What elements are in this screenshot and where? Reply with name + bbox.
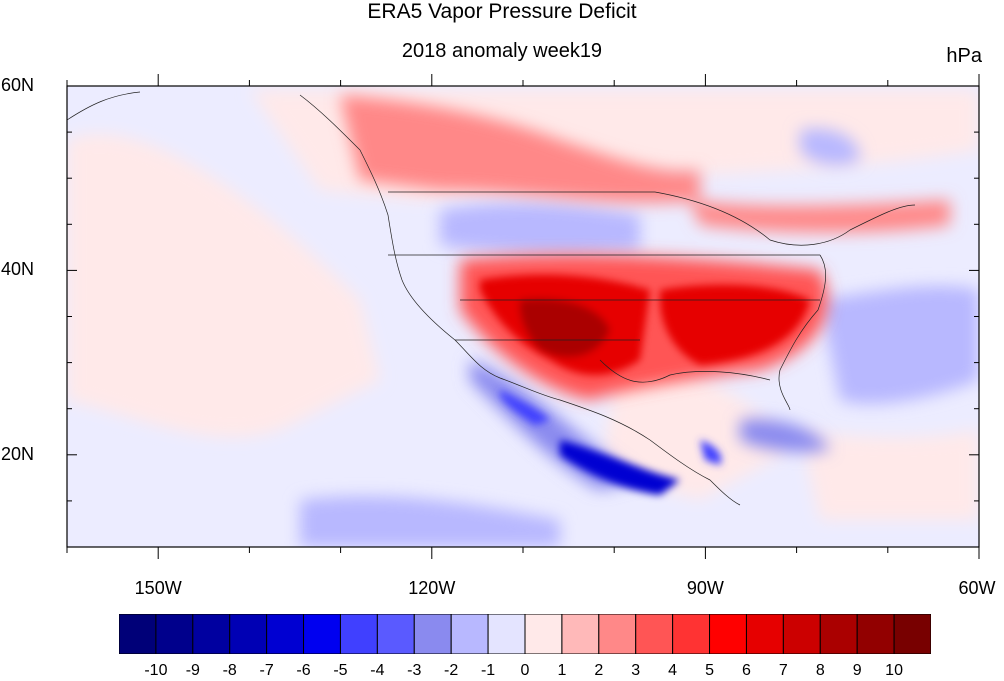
colorbar-label: 5 bbox=[705, 662, 714, 679]
colorbar-label: 0 bbox=[520, 662, 530, 679]
colorbar-label: 7 bbox=[778, 662, 788, 679]
colorbar-swatch bbox=[229, 614, 268, 654]
colorbar-swatch bbox=[819, 614, 858, 654]
colorbar-swatch bbox=[635, 614, 674, 654]
anomaly-field bbox=[67, 86, 979, 547]
colorbar-swatch bbox=[856, 614, 895, 654]
colorbar-label: 1 bbox=[557, 662, 567, 679]
colorbar-label: -2 bbox=[444, 662, 459, 679]
colorbar-swatch bbox=[155, 614, 194, 654]
lon-tick-label: 90W bbox=[686, 578, 724, 598]
colorbar-swatch bbox=[524, 614, 563, 654]
colorbar-swatch bbox=[450, 614, 489, 654]
colorbar-swatch bbox=[192, 614, 231, 654]
lat-tick-label: 40N bbox=[1, 259, 35, 280]
colorbar-label: -4 bbox=[370, 662, 385, 679]
colorbar-label: 6 bbox=[742, 662, 751, 679]
colorbar-swatch bbox=[413, 614, 452, 654]
colorbar-label: -1 bbox=[480, 662, 496, 679]
colorbar-swatch bbox=[561, 614, 600, 654]
lat-tick-label: 20N bbox=[1, 443, 35, 464]
colorbar-label: -3 bbox=[407, 662, 422, 679]
colorbar-swatch bbox=[893, 614, 931, 654]
units-label: hPa bbox=[946, 45, 982, 67]
colorbar-swatch bbox=[303, 614, 341, 654]
axis-ticks bbox=[66, 74, 980, 559]
colorbar-label: -5 bbox=[333, 662, 348, 679]
colorbar-swatch bbox=[266, 614, 305, 654]
lon-tick-label: 120W bbox=[408, 578, 456, 598]
colorbar-swatch bbox=[119, 614, 157, 654]
colorbar-label: 10 bbox=[885, 662, 903, 679]
colorbar-swatch bbox=[339, 614, 378, 654]
chart-subtitle: 2018 anomaly week19 bbox=[401, 40, 603, 62]
colorbar-label: -6 bbox=[296, 662, 311, 679]
colorbar-label: 4 bbox=[668, 662, 678, 679]
colorbar-label: 8 bbox=[815, 662, 825, 679]
colorbar-label: -9 bbox=[185, 662, 200, 679]
colorbar-swatch bbox=[598, 614, 637, 654]
colorbar-swatch bbox=[745, 614, 784, 654]
colorbar-swatch bbox=[487, 614, 526, 654]
colorbar-swatch bbox=[709, 614, 747, 654]
lon-tick-label: 150W bbox=[134, 578, 182, 598]
colorbar-swatch bbox=[672, 614, 711, 654]
colorbar-label: 2 bbox=[594, 662, 604, 679]
chart-title: ERA5 Vapor Pressure Deficit bbox=[367, 0, 637, 23]
lat-tick-label: 60N bbox=[1, 75, 35, 95]
colorbar bbox=[119, 614, 931, 654]
colorbar-swatch bbox=[782, 614, 821, 654]
colorbar-label: 3 bbox=[631, 662, 641, 679]
colorbar-label: 9 bbox=[852, 662, 862, 679]
colorbar-swatch bbox=[376, 614, 415, 654]
colorbar-label: -8 bbox=[222, 662, 237, 679]
lon-tick-label: 60W bbox=[958, 578, 996, 598]
colorbar-label: -7 bbox=[259, 662, 274, 679]
colorbar-label: -10 bbox=[144, 662, 168, 679]
